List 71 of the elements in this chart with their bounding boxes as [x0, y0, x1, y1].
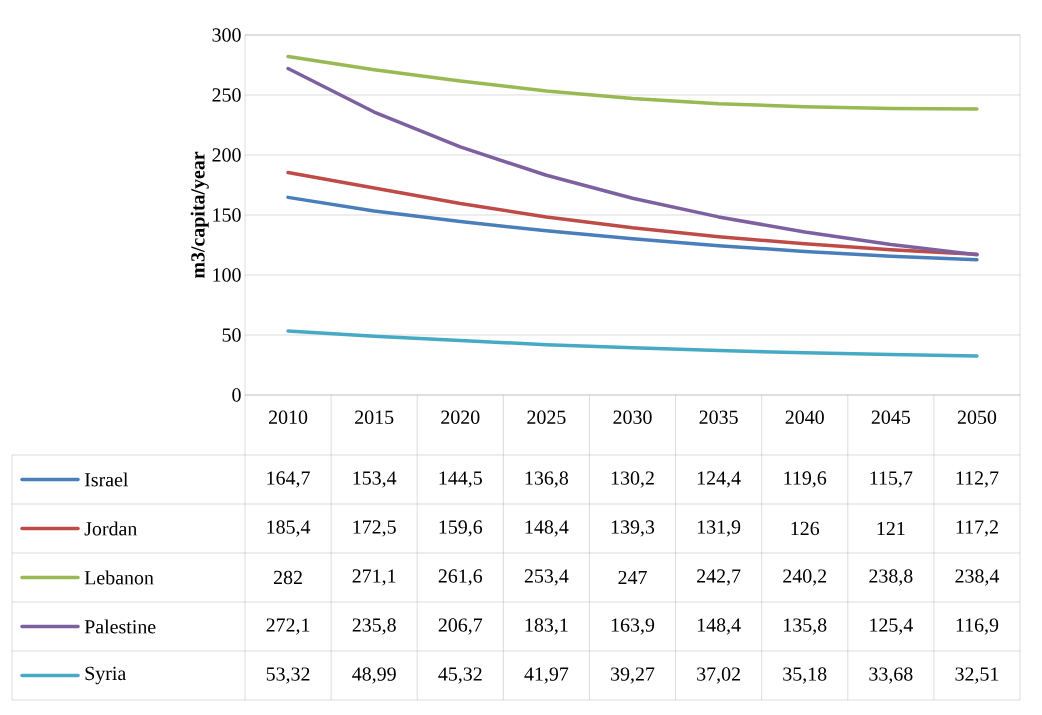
- data-label: 126: [791, 521, 820, 536]
- data-label: 41,97: [524, 667, 569, 684]
- y-tick-label: 0: [232, 388, 241, 402]
- data-label: 206,7: [438, 618, 483, 635]
- data-label: 159,6: [439, 520, 483, 537]
- data-label: 37,02: [697, 667, 740, 684]
- data-label: 33,68: [869, 667, 913, 684]
- data-label: 131,9: [697, 520, 741, 537]
- legend-label: Jordan: [84, 521, 138, 536]
- y-tick-label: 250: [212, 88, 241, 102]
- legend-label: Syria: [85, 666, 126, 685]
- data-label: 53,32: [266, 667, 310, 684]
- data-label: 121: [877, 521, 905, 536]
- y-axis-title: m3/capita/year: [190, 151, 209, 279]
- data-label: 235,8: [352, 618, 396, 635]
- x-tick-label: 2040: [785, 410, 824, 424]
- data-label: 117,2: [956, 520, 998, 537]
- data-label: 253,4: [524, 569, 569, 586]
- data-label: 153,4: [353, 471, 397, 488]
- x-tick-label: 2030: [613, 410, 652, 424]
- data-label: 124,4: [697, 471, 741, 488]
- x-tick-label: 2020: [441, 410, 480, 424]
- data-label: 247: [618, 570, 647, 585]
- data-label: 112,7: [956, 471, 999, 488]
- line-series: [286, 66, 979, 257]
- data-label: 135,8: [784, 618, 827, 635]
- y-tick-label: 50: [222, 328, 241, 342]
- data-label: 261,6: [438, 569, 483, 586]
- data-label: 125,4: [870, 618, 913, 635]
- y-tick-label: 150: [213, 208, 241, 222]
- legend-label: Lebanon: [84, 570, 154, 585]
- data-label: 130,2: [611, 471, 654, 488]
- y-tick-label: 300: [212, 28, 241, 42]
- data-label: 238,8: [869, 569, 913, 586]
- data-label: 164,7: [267, 471, 310, 488]
- y-tick-label: 200: [212, 148, 241, 162]
- data-label: 148,4: [525, 520, 569, 537]
- data-label: 32,51: [955, 667, 999, 684]
- x-tick-label: 2050: [957, 410, 997, 424]
- x-tick-label: 2035: [699, 410, 738, 424]
- data-label: 115,7: [870, 471, 913, 488]
- data-label: 45,32: [438, 667, 482, 684]
- line-series: [286, 195, 979, 262]
- data-label: 35,18: [783, 667, 827, 684]
- data-label: 183,1: [525, 618, 568, 635]
- data-label: 139,3: [611, 520, 655, 537]
- data-label: 172,5: [353, 520, 396, 537]
- x-tick-label: 2015: [355, 410, 394, 424]
- y-tick-label: 100: [213, 268, 241, 282]
- data-label: 119,6: [784, 471, 827, 488]
- data-label: 240,2: [783, 569, 827, 586]
- data-label: 238,4: [955, 569, 1000, 586]
- x-tick-label: 2025: [527, 410, 566, 424]
- data-label: 136,8: [525, 471, 569, 488]
- data-label: 163,9: [611, 618, 655, 635]
- line-series: [286, 54, 979, 111]
- data-label: 144,5: [439, 471, 482, 488]
- data-label: 39,27: [611, 667, 655, 684]
- data-label: 242,7: [697, 569, 741, 586]
- data-label: 271,1: [352, 569, 396, 586]
- data-label: 272,1: [266, 618, 310, 635]
- line-series: [286, 329, 979, 358]
- data-label: 48,99: [352, 667, 396, 684]
- legend-label: Palestine: [84, 619, 156, 634]
- x-tick-label: 2010: [269, 410, 308, 424]
- data-label: 148,4: [697, 618, 741, 635]
- data-label: 282: [273, 570, 302, 585]
- x-tick-label: 2045: [871, 410, 910, 424]
- data-label: 185,4: [267, 520, 311, 537]
- legend-label: Israel: [84, 472, 129, 487]
- data-label: 116,9: [956, 618, 999, 635]
